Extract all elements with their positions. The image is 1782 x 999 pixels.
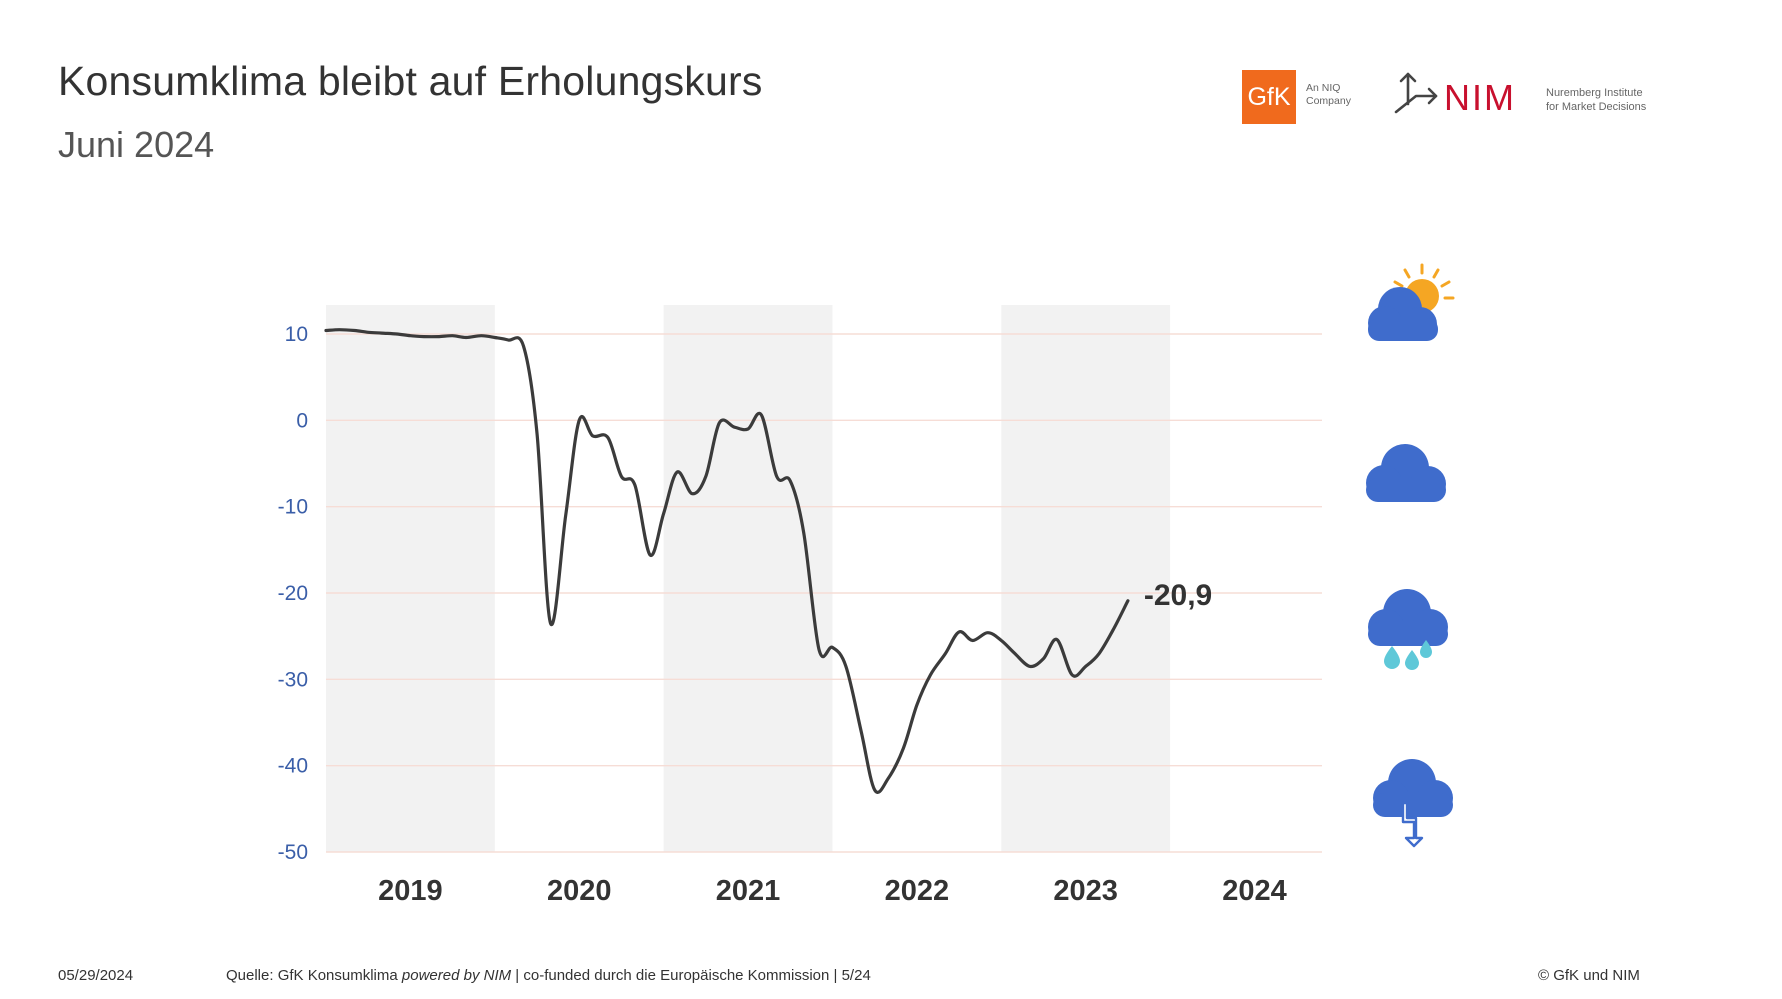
rain-cloud-icon xyxy=(1368,589,1448,670)
page-title: Konsumklima bleibt auf Erholungskurs xyxy=(58,58,763,104)
y-tick-label: 10 xyxy=(285,323,308,346)
year-band-2019 xyxy=(326,305,495,852)
x-tick-label: 2021 xyxy=(716,875,781,907)
x-tick-label: 2024 xyxy=(1222,875,1287,907)
logo-bar: GfK An NIQ Company NIM Nuremberg Institu… xyxy=(1240,66,1700,130)
x-tick-label: 2023 xyxy=(1053,875,1118,907)
nim-arrow-icon xyxy=(1394,72,1438,114)
series-line xyxy=(324,328,1130,794)
footer-date: 05/29/2024 xyxy=(58,967,134,984)
x-axis-ticks: 2019 2020 2021 2022 2023 2024 xyxy=(378,875,1287,907)
gfk-tagline-line-2: Company xyxy=(1306,95,1351,107)
y-tick-label: -50 xyxy=(278,841,308,864)
year-band-2023 xyxy=(1001,305,1171,852)
source-prefix: Quelle: GfK Konsumklima xyxy=(226,967,402,984)
gfk-tagline-line-1: An NIQ xyxy=(1306,82,1341,94)
y-tick-label: -10 xyxy=(278,496,308,519)
y-tick-label: -30 xyxy=(278,668,308,691)
gridlines xyxy=(326,333,1322,853)
year-band-2021 xyxy=(663,305,833,852)
footer-source: Quelle: GfK Konsumklima powered by NIM |… xyxy=(226,967,871,984)
sun-cloud-icon xyxy=(1368,263,1455,341)
nim-tagline-line-1: Nuremberg Institute xyxy=(1546,87,1643,99)
nim-tagline: Nuremberg Institute for Market Decisions xyxy=(1546,86,1696,114)
x-tick-label: 2020 xyxy=(547,875,612,907)
y-tick-label: -40 xyxy=(278,755,308,778)
y-axis-ticks: 10 0 -10 -20 -30 -40 -50 xyxy=(278,323,308,864)
x-tick-label: 2019 xyxy=(378,875,443,907)
source-suffix: | co-funded durch die Europäische Kommis… xyxy=(511,967,871,984)
source-powered-by: powered by NIM xyxy=(401,967,512,984)
y-tick-label: -20 xyxy=(278,582,308,605)
end-value-label: -20,9 xyxy=(1144,579,1212,612)
cloud-icon xyxy=(1366,444,1446,502)
gfk-tagline: An NIQ Company xyxy=(1306,82,1386,108)
x-tick-label: 2022 xyxy=(885,875,950,907)
nim-tagline-line-2: for Market Decisions xyxy=(1546,101,1647,113)
footer-copyright: © GfK und NIM xyxy=(1538,967,1640,984)
page-subtitle: Juni 2024 xyxy=(58,124,215,165)
y-tick-label: 0 xyxy=(296,409,308,432)
nim-logo: NIM xyxy=(1444,77,1516,118)
gfk-logo: GfK xyxy=(1242,70,1296,124)
shaded-year-bands xyxy=(326,305,1171,852)
storm-cloud-icon xyxy=(1373,759,1453,848)
